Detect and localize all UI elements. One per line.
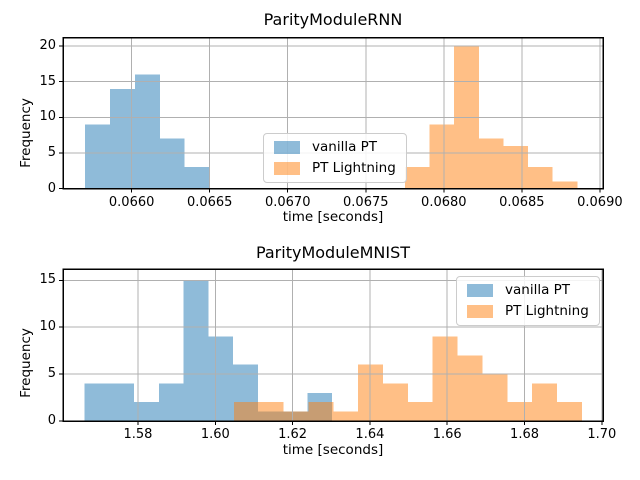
legend-item: PT Lightning xyxy=(274,161,396,176)
histogram-bar xyxy=(184,167,210,189)
legend: vanilla PT PT Lightning xyxy=(456,276,600,326)
histogram-bar xyxy=(134,402,159,421)
histogram-bar xyxy=(429,124,455,189)
x-tick-label: 0.0665 xyxy=(186,194,233,210)
legend-label: PT Lightning xyxy=(505,303,589,319)
histogram-bar xyxy=(183,280,209,421)
x-tick-label: 1.70 xyxy=(587,427,617,442)
legend-item: PT Lightning xyxy=(467,304,589,319)
x-tick-label: 0.0675 xyxy=(343,194,389,210)
y-tick-label: 5 xyxy=(47,366,56,382)
histogram-bar xyxy=(528,167,553,189)
legend-swatch-pt-lightning xyxy=(467,305,493,318)
histogram-bar xyxy=(404,167,430,189)
histogram-bar xyxy=(382,383,408,421)
legend-swatch-vanilla-pt xyxy=(274,141,300,154)
x-tick-label: 0.0660 xyxy=(108,194,155,210)
histogram-bar xyxy=(84,383,110,421)
x-tick-label: 0.0680 xyxy=(421,194,467,210)
y-tick-label: 20 xyxy=(39,38,56,54)
y-tick-label: 15 xyxy=(39,73,56,89)
x-tick-label: 0.0690 xyxy=(577,194,623,210)
histogram-bar xyxy=(158,383,184,421)
y-tick-label: 10 xyxy=(39,319,56,335)
x-tick-label: 1.66 xyxy=(432,427,462,442)
x-tick-label: 0.0670 xyxy=(264,194,311,210)
x-tick-label: 1.64 xyxy=(355,427,385,442)
histogram-bar xyxy=(457,355,483,421)
axes-frame xyxy=(62,268,604,422)
y-tick-label: 10 xyxy=(39,109,56,125)
x-tick-label: 1.58 xyxy=(123,427,153,442)
histogram-bar xyxy=(159,138,185,189)
histogram-bar xyxy=(432,336,458,421)
legend: vanilla PT PT Lightning xyxy=(263,133,407,183)
legend-item: vanilla PT xyxy=(467,283,589,298)
y-tick-label: 15 xyxy=(39,272,56,288)
histogram-bar xyxy=(556,402,582,421)
legend-label: vanilla PT xyxy=(505,282,571,298)
histogram-bar xyxy=(308,402,334,421)
histogram-bar xyxy=(478,138,504,189)
histogram-bar xyxy=(208,336,234,421)
histogram-bar xyxy=(482,374,508,421)
y-tick-label: 0 xyxy=(47,413,56,428)
x-tick-label: 1.68 xyxy=(510,427,539,442)
legend-swatch-vanilla-pt xyxy=(467,284,493,297)
x-tick-label: 1.62 xyxy=(278,427,308,442)
histogram-bar xyxy=(407,402,433,421)
legend-item: vanilla PT xyxy=(274,140,396,155)
histogram-bar xyxy=(333,411,359,421)
y-tick-label: 5 xyxy=(47,144,56,160)
histogram-bar xyxy=(507,402,533,421)
histogram-bar xyxy=(258,402,284,421)
histogram-bar xyxy=(109,88,135,189)
histogram-bar xyxy=(134,74,160,189)
chart-title-mnist: ParityModuleMNIST xyxy=(255,243,411,262)
histogram-bar xyxy=(109,383,135,421)
histogram-bar xyxy=(532,383,557,421)
legend-label: vanilla PT xyxy=(312,139,378,155)
histogram-bar xyxy=(84,124,110,189)
histogram-bar xyxy=(283,411,309,421)
x-axis-label: time [seconds] xyxy=(282,209,384,225)
chart-title-rnn: ParityModuleRNN xyxy=(263,10,403,29)
legend-label: PT Lightning xyxy=(312,160,396,176)
x-tick-label: 1.60 xyxy=(200,427,230,442)
histogram-bar xyxy=(233,402,259,421)
x-axis-label: time [seconds] xyxy=(282,442,384,458)
y-tick-label: 0 xyxy=(47,180,56,196)
axes-frame xyxy=(62,36,604,190)
histogram-bar xyxy=(358,364,383,421)
histogram-bar xyxy=(552,181,578,189)
legend-swatch-pt-lightning xyxy=(274,162,300,175)
x-tick-label: 0.0685 xyxy=(499,194,545,210)
